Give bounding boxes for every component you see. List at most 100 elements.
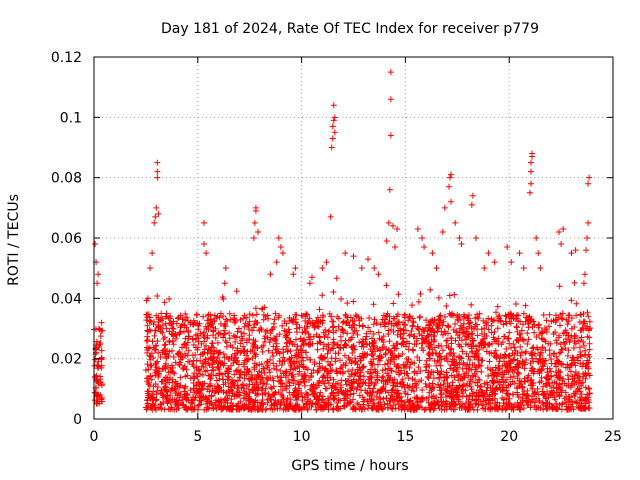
data-point [384, 370, 391, 377]
data-point [350, 390, 357, 397]
data-point [234, 357, 241, 364]
data-point [201, 334, 208, 341]
data-point [150, 388, 157, 395]
data-point [276, 331, 283, 338]
data-point [462, 400, 469, 407]
data-point [342, 341, 349, 348]
data-point [169, 376, 176, 383]
data-point [518, 327, 525, 334]
data-point [157, 354, 164, 361]
data-point [376, 335, 383, 342]
data-point [537, 265, 544, 272]
data-point [488, 349, 495, 356]
data-point [252, 305, 259, 312]
data-point [158, 378, 165, 385]
data-point [436, 358, 443, 365]
data-point [326, 327, 333, 334]
data-point [397, 380, 404, 387]
data-point [472, 373, 479, 380]
data-point [399, 340, 406, 347]
data-point [456, 313, 463, 320]
data-point [306, 280, 313, 287]
data-point [388, 367, 395, 374]
x-axis-label: GPS time / hours [291, 458, 408, 474]
data-point [306, 315, 313, 322]
data-point [179, 316, 186, 323]
data-point [147, 373, 154, 380]
data-point [386, 186, 393, 193]
data-point [585, 219, 592, 226]
data-point [539, 344, 546, 351]
data-point [343, 360, 350, 367]
data-point [435, 294, 442, 301]
data-point [449, 394, 456, 401]
data-points [91, 69, 594, 413]
data-point [144, 333, 151, 340]
data-point [271, 365, 278, 372]
data-point [289, 341, 296, 348]
data-point [511, 344, 518, 351]
data-point [241, 312, 248, 319]
data-point [439, 322, 446, 329]
data-point [249, 312, 256, 319]
data-point [283, 368, 290, 375]
data-point [193, 387, 200, 394]
data-point [528, 376, 535, 383]
data-point [149, 406, 156, 413]
data-point [304, 321, 311, 328]
data-point [344, 330, 351, 337]
data-point [172, 401, 179, 408]
data-point [527, 159, 534, 166]
data-point [317, 402, 324, 409]
data-point [197, 371, 204, 378]
data-point [535, 250, 542, 257]
data-point [280, 394, 287, 401]
data-point [317, 389, 324, 396]
data-point [483, 333, 490, 340]
data-point [586, 340, 593, 347]
data-point [585, 313, 592, 320]
data-point [176, 394, 183, 401]
data-point [560, 225, 567, 232]
data-point [423, 335, 430, 342]
data-point [211, 353, 218, 360]
data-point [265, 391, 272, 398]
data-point [404, 359, 411, 366]
data-point [217, 361, 224, 368]
data-point [306, 342, 313, 349]
data-point [325, 328, 332, 335]
data-point [165, 398, 172, 405]
data-point [201, 329, 208, 336]
data-point [421, 244, 428, 251]
data-point [174, 315, 181, 322]
data-point [180, 341, 187, 348]
data-point [218, 406, 225, 413]
data-point [229, 344, 236, 351]
data-point [93, 338, 100, 345]
data-point [375, 271, 382, 278]
data-point [456, 235, 463, 241]
data-point [463, 328, 470, 335]
data-point [410, 388, 417, 395]
data-point [585, 359, 592, 366]
data-point [509, 378, 516, 385]
data-point [489, 317, 496, 324]
data-point [210, 366, 217, 373]
data-point [153, 391, 160, 398]
data-point [422, 405, 429, 412]
x-tick-label: 25 [604, 429, 622, 445]
data-point [556, 350, 563, 357]
data-point [299, 397, 306, 404]
data-point [404, 391, 411, 398]
data-point [522, 350, 529, 357]
data-point [575, 379, 582, 386]
data-point [393, 320, 400, 327]
data-point [279, 322, 286, 329]
data-point [562, 399, 569, 406]
data-point [179, 396, 186, 403]
data-point [462, 387, 469, 394]
data-point [446, 292, 453, 299]
data-point [290, 319, 297, 326]
data-point [187, 387, 194, 394]
data-point [442, 385, 449, 392]
